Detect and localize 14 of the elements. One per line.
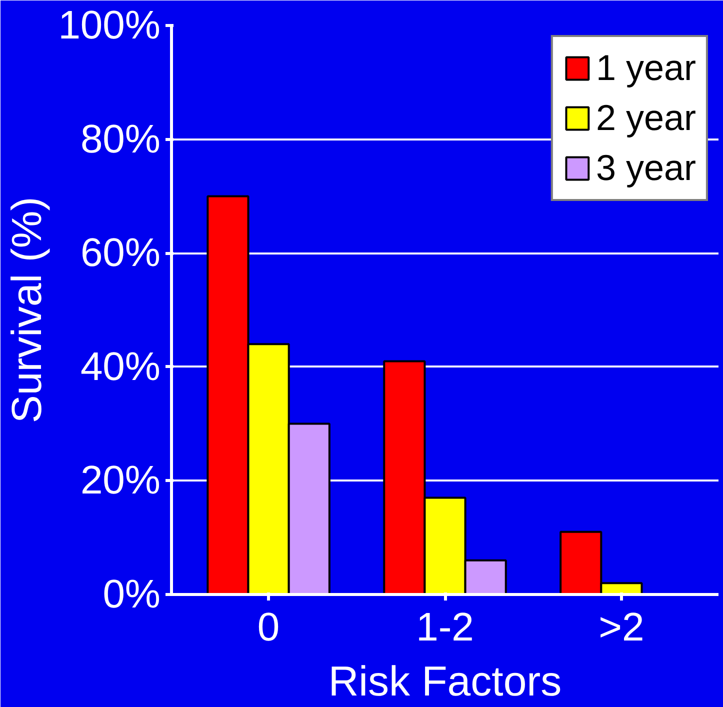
- legend-label: 3 year: [596, 147, 696, 189]
- y-tick-label: 40%: [80, 344, 161, 389]
- x-tick-label: 1-2: [416, 606, 474, 650]
- x-tick-label: 0: [257, 606, 280, 650]
- y-tick-label: 100%: [58, 4, 161, 48]
- y-axis-title: Survival (%): [3, 196, 50, 424]
- y-tick-label: 80%: [80, 117, 161, 162]
- y-tick-label: 60%: [80, 231, 161, 276]
- y-tick-label: 20%: [80, 458, 161, 503]
- x-tick-label: >2: [598, 606, 644, 650]
- legend-label: 1 year: [596, 47, 696, 89]
- legend-label: 2 year: [596, 97, 696, 139]
- x-axis-title: Risk Factors: [328, 658, 562, 704]
- y-tick-label: 0%: [102, 572, 160, 616]
